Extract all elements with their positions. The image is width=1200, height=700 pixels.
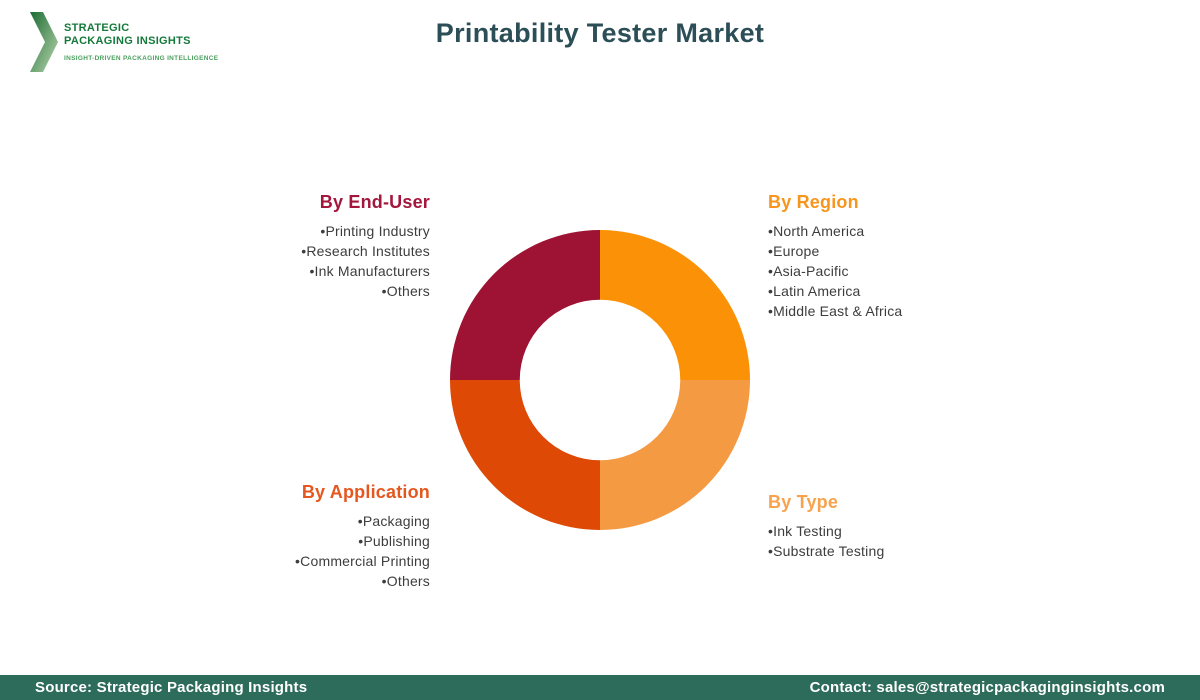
- footer-contact: Contact: sales@strategicpackaginginsight…: [809, 679, 1165, 696]
- list-item: Research Institutes: [301, 241, 430, 261]
- list-item: Others: [301, 281, 430, 301]
- donut-segment-by-type: [600, 380, 750, 530]
- group-application-title: By Application: [301, 482, 430, 502]
- group-application: By Application PackagingPublishingCommer…: [295, 482, 430, 591]
- list-item: Ink Manufacturers: [301, 261, 430, 281]
- list-item: Europe: [768, 241, 902, 261]
- donut-segment-by-end-user: [450, 230, 600, 380]
- logo-line-1: STRATEGIC: [64, 22, 130, 34]
- footer-source: Source: Strategic Packaging Insights: [35, 679, 308, 696]
- group-region: By Region North AmericaEuropeAsia-Pacifi…: [768, 192, 902, 321]
- logo: STRATEGIC PACKAGING INSIGHTS INSIGHT-DRI…: [30, 12, 218, 72]
- page-title: Printability Tester Market: [435, 18, 765, 48]
- chevron-logo-icon: [30, 12, 58, 72]
- logo-line-2: PACKAGING INSIGHTS: [64, 35, 191, 47]
- group-end-user-title: By End-User: [319, 192, 430, 212]
- donut-chart: [450, 230, 750, 530]
- list-item: Publishing: [295, 531, 430, 551]
- logo-tagline: INSIGHT-DRIVEN PACKAGING INTELLIGENCE: [64, 55, 219, 62]
- group-application-list: PackagingPublishingCommercial PrintingOt…: [295, 511, 430, 591]
- list-item: Asia-Pacific: [768, 261, 902, 281]
- footer-bar: Source: Strategic Packaging Insights Con…: [0, 675, 1200, 700]
- list-item: Latin America: [768, 281, 902, 301]
- logo-text: STRATEGIC PACKAGING INSIGHTS INSIGHT-DRI…: [64, 12, 218, 62]
- group-region-list: North AmericaEuropeAsia-PacificLatin Ame…: [768, 221, 902, 321]
- group-end-user-list: Printing IndustryResearch InstitutesInk …: [301, 221, 430, 301]
- list-item: North America: [768, 221, 902, 241]
- group-type: By Type Ink TestingSubstrate Testing: [768, 492, 884, 561]
- list-item: Ink Testing: [768, 521, 884, 541]
- list-item: Commercial Printing: [295, 551, 430, 571]
- group-type-title: By Type: [768, 492, 839, 512]
- group-region-title: By Region: [768, 192, 859, 212]
- donut-segment-by-application: [450, 380, 600, 530]
- group-type-list: Ink TestingSubstrate Testing: [768, 521, 884, 561]
- list-item: Others: [295, 571, 430, 591]
- list-item: Printing Industry: [301, 221, 430, 241]
- list-item: Substrate Testing: [768, 541, 884, 561]
- list-item: Packaging: [295, 511, 430, 531]
- list-item: Middle East & Africa: [768, 301, 902, 321]
- group-end-user: By End-User Printing IndustryResearch In…: [301, 192, 430, 301]
- donut-segment-by-region: [600, 230, 750, 380]
